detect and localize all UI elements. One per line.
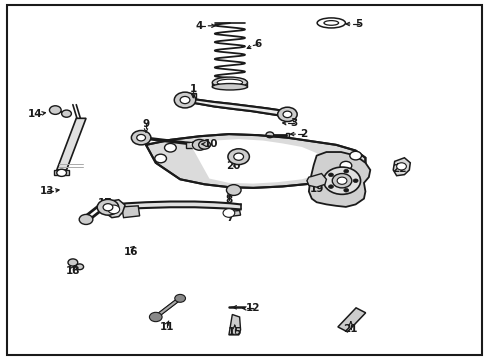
Circle shape <box>339 161 351 170</box>
Ellipse shape <box>212 84 247 90</box>
Ellipse shape <box>212 77 247 88</box>
Polygon shape <box>180 93 195 98</box>
Text: 3: 3 <box>290 118 297 128</box>
Text: 2: 2 <box>300 129 307 139</box>
Circle shape <box>343 169 348 173</box>
Text: 19: 19 <box>309 184 323 194</box>
Text: 1: 1 <box>189 84 197 94</box>
Polygon shape <box>227 211 240 217</box>
Text: 9: 9 <box>142 120 149 129</box>
Circle shape <box>265 132 273 138</box>
Polygon shape <box>285 133 289 137</box>
Polygon shape <box>185 142 193 148</box>
Text: 10: 10 <box>203 139 218 149</box>
Circle shape <box>277 107 297 122</box>
Circle shape <box>192 139 206 150</box>
Circle shape <box>149 312 162 321</box>
Ellipse shape <box>217 79 242 86</box>
Circle shape <box>155 154 166 163</box>
Circle shape <box>328 185 333 188</box>
Polygon shape <box>103 200 125 218</box>
Polygon shape <box>54 170 69 175</box>
Circle shape <box>336 177 346 184</box>
Circle shape <box>223 209 234 217</box>
Polygon shape <box>122 206 140 218</box>
Text: 8: 8 <box>225 195 232 205</box>
Polygon shape <box>337 308 365 332</box>
Text: 11: 11 <box>160 322 174 332</box>
Circle shape <box>49 106 61 114</box>
Text: 4: 4 <box>196 21 203 31</box>
Polygon shape <box>184 98 287 117</box>
Circle shape <box>76 264 83 270</box>
Circle shape <box>103 204 113 211</box>
Circle shape <box>131 131 151 145</box>
Text: 20: 20 <box>226 161 241 171</box>
Text: 17: 17 <box>98 198 113 208</box>
Circle shape <box>343 189 348 192</box>
Circle shape <box>283 111 291 118</box>
Circle shape <box>331 174 351 188</box>
Polygon shape <box>306 174 326 187</box>
Polygon shape <box>392 158 409 176</box>
Polygon shape <box>107 202 240 210</box>
Circle shape <box>226 185 241 195</box>
Polygon shape <box>57 118 86 170</box>
Ellipse shape <box>324 21 338 25</box>
Text: 5: 5 <box>355 19 362 29</box>
Circle shape <box>174 294 185 302</box>
Circle shape <box>352 179 357 183</box>
Text: 13: 13 <box>40 186 54 196</box>
Circle shape <box>227 149 249 165</box>
Circle shape <box>137 134 145 141</box>
Polygon shape <box>146 134 365 188</box>
Circle shape <box>198 140 210 149</box>
Circle shape <box>79 215 93 225</box>
Text: 12: 12 <box>245 303 260 314</box>
Text: 15: 15 <box>227 327 242 337</box>
Text: 6: 6 <box>254 40 261 49</box>
Text: 18: 18 <box>65 266 80 276</box>
Circle shape <box>180 96 189 104</box>
Circle shape <box>57 169 66 176</box>
Circle shape <box>61 110 71 117</box>
Text: 16: 16 <box>124 247 138 257</box>
Circle shape <box>164 143 176 152</box>
Circle shape <box>349 151 361 160</box>
Polygon shape <box>228 315 240 335</box>
Polygon shape <box>189 139 326 184</box>
Circle shape <box>97 199 119 215</box>
Text: 14: 14 <box>27 109 42 119</box>
Text: 22: 22 <box>391 164 406 174</box>
Circle shape <box>108 205 120 214</box>
Polygon shape <box>308 152 369 207</box>
Circle shape <box>174 92 195 108</box>
Circle shape <box>233 153 243 160</box>
Circle shape <box>68 259 78 266</box>
Circle shape <box>396 163 406 170</box>
Circle shape <box>323 167 360 194</box>
Ellipse shape <box>317 18 345 28</box>
Text: 7: 7 <box>226 213 233 222</box>
Circle shape <box>328 173 333 177</box>
Text: 21: 21 <box>343 324 357 334</box>
